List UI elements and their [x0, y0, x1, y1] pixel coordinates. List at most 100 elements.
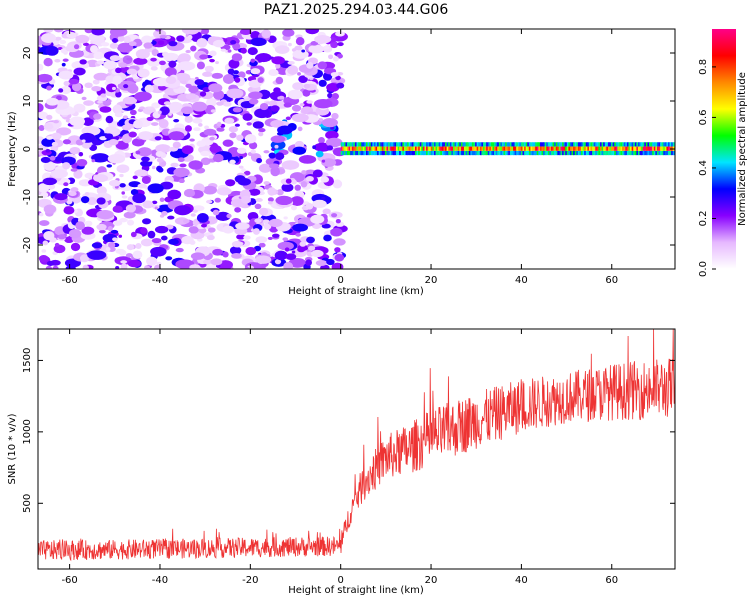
spectrogram-cell [81, 96, 87, 101]
spectrogram-cell [250, 58, 256, 63]
spectrogram-cell [45, 149, 51, 153]
spectrogram-cell [666, 150, 669, 156]
spectrogram-cell [582, 146, 586, 151]
spectrogram-cell [528, 146, 532, 151]
spectrogram-cell [618, 146, 622, 151]
spectrogram-cell [468, 142, 472, 147]
spectrogram-cell [302, 89, 311, 97]
x-tick-label: 60 [605, 575, 618, 586]
spectrogram-cell [274, 250, 288, 261]
spectrogram-cell [449, 146, 453, 151]
spectrogram-cell [125, 253, 133, 258]
spectrogram-cell [517, 146, 521, 151]
spectrogram-cell [50, 169, 68, 179]
spectrogram-cell [96, 210, 114, 220]
spectrogram-cell [457, 150, 461, 156]
spectrogram-cell [427, 142, 431, 147]
spectrogram-cell [487, 142, 491, 147]
spectrogram-cell [105, 126, 117, 133]
spectrogram-cell [494, 146, 497, 151]
spectrogram-cell [527, 150, 530, 156]
spectrogram-cell [373, 146, 377, 151]
spectrogram-cell [525, 142, 529, 147]
spectrogram-cell [58, 70, 74, 80]
spectrogram-cell [568, 142, 571, 147]
spectrogram-cell [486, 142, 489, 147]
chart-title: PAZ1.2025.294.03.44.G06 [264, 2, 449, 18]
spectrogram-cell [215, 211, 231, 222]
spectrogram-cell [527, 146, 530, 151]
spectrogram-cell [73, 44, 80, 50]
spectrogram-cell [562, 142, 565, 147]
spectrogram-cell [305, 203, 314, 210]
spectrogram-cell [383, 142, 386, 147]
spectrogram-cell [263, 181, 270, 185]
spectrogram-cell [193, 127, 201, 132]
spectrogram-cell [403, 150, 407, 156]
spectrogram-cell [198, 122, 203, 127]
spectrogram-cell [100, 93, 107, 98]
spectrogram-cell [308, 245, 316, 251]
spectrogram-cell [446, 146, 450, 151]
spectrogram-cell [108, 138, 119, 146]
spectrogram-cell [70, 242, 81, 252]
spectrogram-cell [300, 181, 308, 188]
spectrogram-cell [359, 150, 363, 156]
spectrogram-cell [183, 219, 190, 224]
spectrogram-cell [671, 150, 674, 156]
spectrogram-cell [372, 142, 375, 147]
spectrogram-cell [415, 146, 418, 151]
spectrogram-cell [62, 58, 69, 62]
spectrogram-cell [84, 82, 93, 89]
spectrogram-cell [109, 179, 121, 187]
spectrogram-cell [373, 142, 377, 147]
spectrogram-cell [38, 103, 44, 113]
spectrogram-cell [290, 196, 304, 207]
spectrogram-cell [448, 150, 451, 156]
spectrogram-cell [135, 243, 142, 250]
spectrogram-cell [210, 109, 216, 113]
spectrogram-cell [394, 150, 397, 156]
spectrogram-cell [389, 142, 393, 147]
spectrogram-cell [478, 150, 481, 156]
spectrogram-cell [416, 146, 419, 151]
spectrogram-cell [647, 142, 650, 147]
spectrogram-cell [560, 146, 563, 151]
spectrogram-cell [111, 86, 116, 91]
spectrogram-cell [154, 264, 161, 269]
spectrogram-cell [614, 146, 617, 151]
spectrogram-cell [68, 229, 82, 239]
spectrogram-cell [351, 150, 355, 156]
spectrogram-cell [422, 150, 426, 156]
spectrogram-cell [399, 142, 402, 147]
spectrogram-cell [141, 35, 153, 44]
y-tick-label: 1500 [22, 348, 33, 373]
spectrogram-cell [365, 150, 369, 156]
spectrogram-cell [359, 142, 363, 147]
spectrogram-cell [252, 228, 260, 235]
spectrogram-cell [222, 225, 235, 234]
spectrogram-cell [451, 142, 454, 147]
spectrogram-cell [121, 195, 128, 199]
spectrogram-cell [320, 176, 330, 183]
spectrogram-cell [544, 150, 548, 156]
spectrogram-cell [305, 29, 319, 35]
spectrogram-cell [389, 146, 393, 151]
spectrogram-cell [364, 142, 367, 147]
spectrogram-cell [378, 150, 382, 156]
spectrogram-cell [566, 142, 570, 147]
spectrogram-cell [190, 213, 196, 217]
spectrogram-cell [649, 150, 652, 156]
spectrogram-cell [593, 142, 597, 147]
spectrogram-cell [208, 154, 214, 159]
spectrogram-cell [574, 146, 578, 151]
spectrogram-cell [99, 106, 112, 113]
spectrogram-cell [365, 146, 369, 151]
y-tick-label: 0 [22, 146, 33, 152]
spectrogram-cell [465, 146, 469, 151]
spectrogram-cell [330, 41, 338, 49]
spectrogram-cell [426, 146, 429, 151]
spectrogram-cell [623, 146, 627, 151]
spectrogram-cell [557, 142, 560, 147]
spectrogram-cell [498, 142, 502, 147]
